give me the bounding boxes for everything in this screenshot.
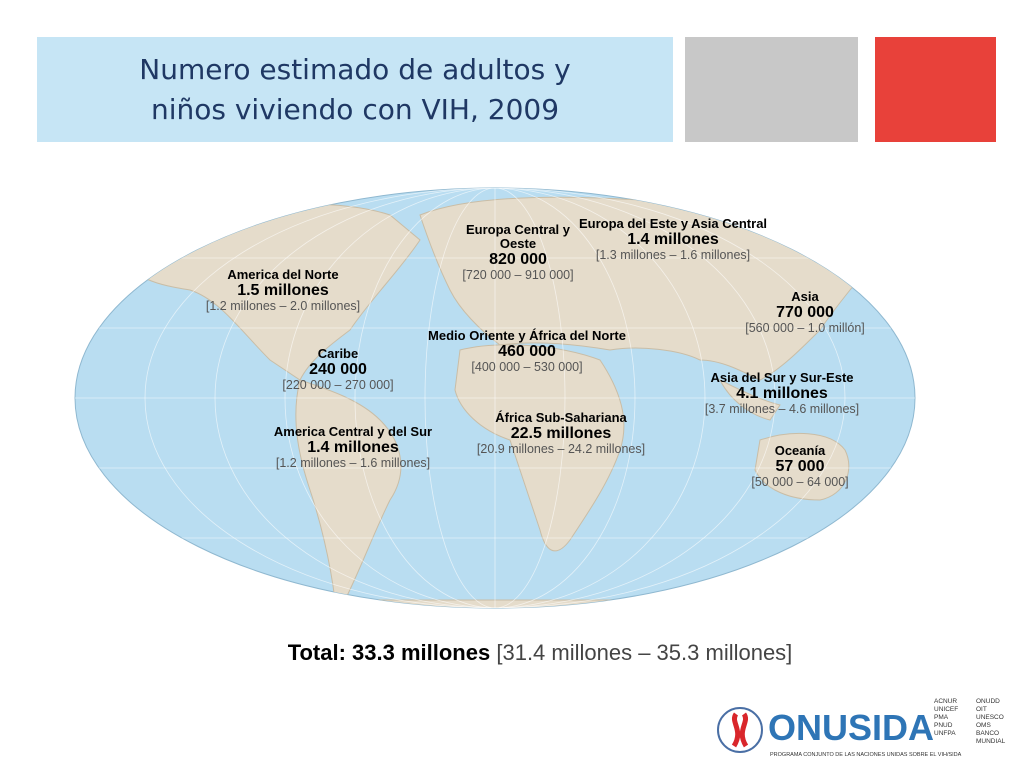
region-name: Europa Central y Oeste bbox=[465, 222, 571, 251]
agency: UNESCO bbox=[976, 714, 1004, 721]
total-label: Total: 33.3 millones bbox=[287, 640, 491, 665]
agency: ACNUR bbox=[934, 698, 958, 705]
total-range: [31.4 millones – 35.3 millones] bbox=[496, 640, 793, 665]
agency: OMS bbox=[976, 722, 991, 729]
region-value: 460 000 bbox=[498, 343, 556, 360]
agency: PNUD bbox=[934, 722, 953, 729]
agencies-right: ONUDD OIT UNESCO OMS BANCO MUNDIAL bbox=[976, 698, 1024, 746]
region-range: [720 000 – 910 000] bbox=[462, 268, 574, 282]
region-value: 820 000 bbox=[489, 251, 547, 268]
region-label: Asia del Sur y Sur-Este 4.1 millones [3.7 … bbox=[677, 371, 887, 417]
region-label: Caribe 240 000 [220 000 – 270 000] bbox=[268, 347, 408, 393]
region-range: [220 000 – 270 000] bbox=[282, 378, 394, 392]
region-label: Medio Oriente y África del Norte 460 000[… bbox=[417, 329, 637, 375]
region-label: África Sub-Sahariana 22.5 millones [20.9 m… bbox=[461, 411, 661, 457]
agency: UNFPA bbox=[934, 730, 956, 737]
region-label: America del Norte 1.5 millones [1.2 millon… bbox=[198, 268, 368, 314]
logo: ONUSIDA PROGRAMA CONJUNTO DE LAS NACIONE… bbox=[717, 707, 962, 758]
region-name: África Sub-Sahariana bbox=[495, 410, 627, 425]
region-range: [1.2 millones – 2.0 millones] bbox=[205, 299, 361, 313]
region-range: [400 000 – 530 000] bbox=[471, 360, 583, 374]
region-label: America Central y del Sur 1.4 millones [1.… bbox=[263, 425, 443, 471]
region-range: [50 000 – 64 000] bbox=[751, 475, 849, 489]
graticule bbox=[75, 188, 915, 608]
agency: PMA bbox=[934, 714, 949, 721]
title-line: niños viviendo con VIH, 2009 bbox=[150, 92, 560, 126]
region-value: 1.5 millones bbox=[237, 282, 329, 299]
region-name: Europa del Este y Asia Central bbox=[578, 216, 768, 231]
region-name: America Central y del Sur bbox=[273, 424, 433, 439]
gray-block bbox=[685, 37, 858, 142]
region-name: Caribe bbox=[317, 346, 359, 361]
red-block bbox=[875, 37, 996, 142]
logo-name: ONUSIDA bbox=[768, 707, 934, 748]
agency: BANCO MUNDIAL bbox=[976, 730, 1006, 745]
region-value: 240 000 bbox=[309, 361, 367, 378]
region-range: [3.7 millones – 4.6 millones] bbox=[704, 402, 860, 416]
region-value: 22.5 millones bbox=[510, 425, 612, 442]
region-label: Oceanía 57 000 [50 000 – 64 000] bbox=[730, 444, 870, 490]
region-name: Oceanía bbox=[774, 443, 826, 458]
title-line: Numero estimado de adultos y bbox=[139, 52, 571, 86]
region-range: [20.9 millones – 24.2 millones] bbox=[476, 442, 646, 456]
region-value: 1.4 millones bbox=[627, 231, 719, 248]
logo-subtitle: PROGRAMA CONJUNTO DE LAS NACIONES UNIDAS… bbox=[770, 752, 962, 758]
region-name: Medio Oriente y África del Norte bbox=[428, 328, 626, 343]
region-range: [1.3 millones – 1.6 millones] bbox=[595, 248, 751, 262]
total: Total: 33.3 millones [31.4 millones – 35… bbox=[0, 640, 1024, 666]
agencies-left: ACNUR UNICEF PMA PNUD UNFPA bbox=[934, 698, 958, 738]
region-name: Asia bbox=[791, 289, 819, 304]
region-name: America del Norte bbox=[227, 267, 339, 282]
region-label: Asia 770 000 [560 000 – 1.0 millón] bbox=[735, 290, 875, 336]
region-range: [1.2 millones – 1.6 millones] bbox=[275, 456, 431, 470]
continents bbox=[119, 196, 881, 608]
region-name: Asia del Sur y Sur-Este bbox=[710, 370, 854, 385]
region-value: 4.1 millones bbox=[736, 385, 828, 402]
agency: ONUDD bbox=[976, 698, 1000, 705]
title-box: Numero estimado de adultos y niños vivie… bbox=[37, 37, 673, 142]
region-label: Europa Central y Oeste 820 000 [720 000 – … bbox=[453, 223, 583, 283]
agency: UNICEF bbox=[934, 706, 959, 713]
region-range: [560 000 – 1.0 millón] bbox=[745, 321, 865, 335]
agency: OIT bbox=[976, 706, 987, 713]
region-value: 770 000 bbox=[776, 304, 834, 321]
region-label: Europa del Este y Asia Central 1.4 millon… bbox=[578, 217, 768, 263]
region-value: 57 000 bbox=[775, 458, 825, 475]
region-value: 1.4 millones bbox=[307, 439, 399, 456]
